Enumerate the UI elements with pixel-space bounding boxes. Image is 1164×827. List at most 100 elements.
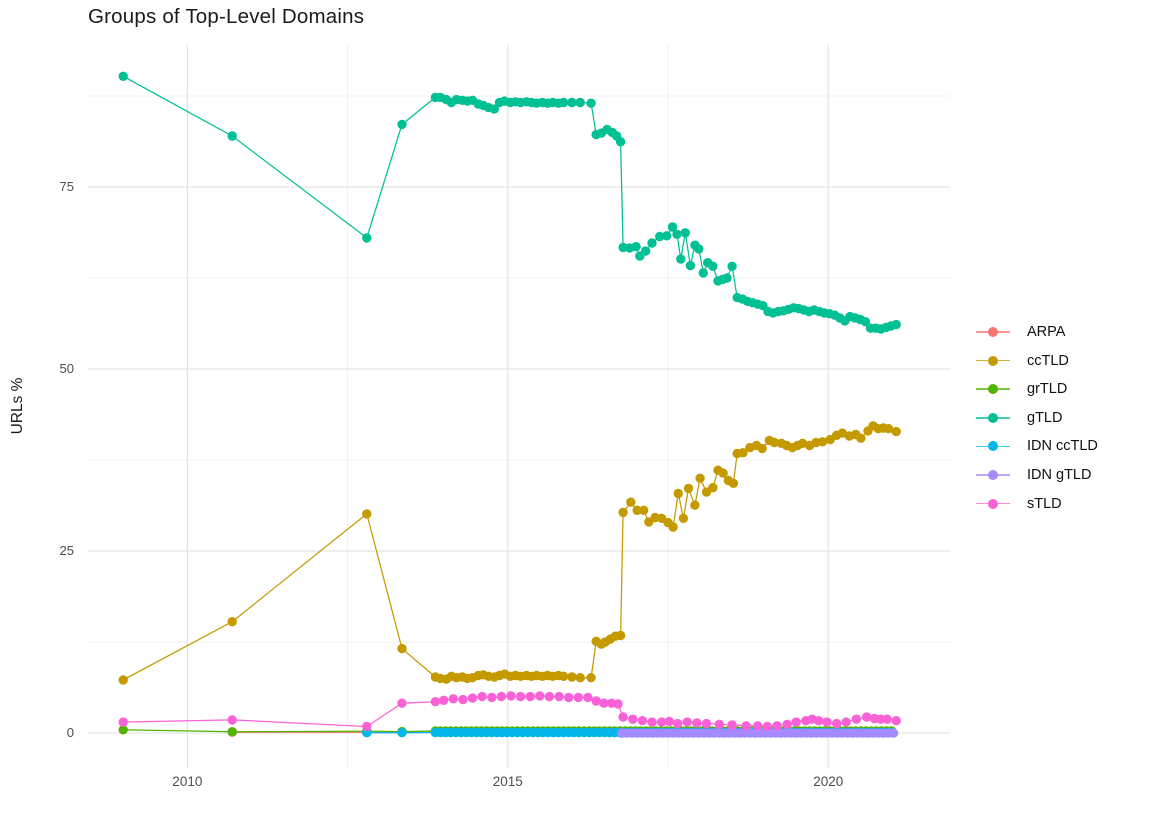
- series-point-stld: [831, 718, 842, 729]
- series-point-stld: [618, 712, 628, 722]
- series-point-gtld: [567, 97, 577, 108]
- series-point-cctld: [856, 433, 866, 443]
- series-point-gtld: [615, 137, 626, 147]
- legend-label: IDN ccTLD: [1027, 438, 1098, 455]
- series-point-cctld: [632, 505, 642, 515]
- series-point-stld: [118, 717, 128, 727]
- series-point-gtld: [727, 261, 737, 271]
- series-point-gtld: [118, 71, 128, 82]
- legend-key-icon: [976, 322, 1010, 342]
- series-point-stld: [692, 718, 702, 728]
- legend-item-gtld: gTLD: [976, 408, 1098, 428]
- series-point-cctld: [883, 424, 894, 434]
- series-point-idn-gtld: [888, 728, 899, 738]
- series-point-gtld: [489, 104, 499, 114]
- series-point-gtld: [676, 254, 686, 264]
- series-point-stld: [506, 691, 516, 701]
- series-point-cctld: [626, 497, 636, 507]
- series-point-stld: [647, 717, 657, 727]
- series-point-gtld: [722, 273, 732, 283]
- series-point-stld: [362, 721, 372, 732]
- series-point-stld: [672, 718, 683, 729]
- series-point-cctld: [718, 468, 728, 478]
- series-point-stld: [573, 692, 583, 703]
- series-point-stld: [862, 712, 872, 722]
- legend-label: sTLD: [1027, 495, 1062, 512]
- series-point-gtld: [667, 222, 678, 232]
- series-point-stld: [458, 694, 468, 705]
- series-point-gtld: [362, 233, 372, 243]
- series-point-cctld: [738, 448, 748, 458]
- series-point-stld: [701, 718, 712, 729]
- series-point-stld: [656, 717, 667, 727]
- x-tick-label: 2020: [813, 774, 844, 789]
- series-point-stld: [477, 691, 487, 702]
- legend-item-arpa: ARPA: [976, 322, 1098, 342]
- legend-key-icon: [976, 408, 1010, 428]
- series-point-gtld: [698, 268, 708, 278]
- series-point-stld: [813, 716, 824, 726]
- legend-item-grtld: grTLD: [976, 379, 1098, 399]
- series-point-gtld: [647, 238, 657, 248]
- series-point-cctld: [615, 630, 626, 641]
- series-point-gtld: [694, 244, 704, 254]
- series-point-grtld: [118, 725, 128, 735]
- series-point-gtld: [575, 97, 585, 108]
- series-point-cctld: [227, 617, 237, 627]
- series-point-cctld: [673, 488, 683, 499]
- series-point-stld: [554, 691, 564, 702]
- series-point-cctld: [397, 643, 407, 654]
- series-point-cctld: [757, 443, 767, 454]
- series-point-stld: [397, 698, 407, 708]
- y-tick-label: 50: [59, 361, 74, 376]
- series-point-stld: [628, 714, 638, 724]
- series-point-cctld: [695, 473, 705, 483]
- x-tick-label: 2015: [492, 774, 523, 789]
- series-point-gtld: [680, 228, 690, 238]
- series-point-stld: [637, 716, 648, 726]
- series-point-gtld: [631, 242, 641, 252]
- series-point-cctld: [769, 437, 780, 448]
- series-point-stld: [762, 721, 772, 732]
- legend: ARPA ccTLD grTLD gTLD IDN ccTLD IDN gTLD sTLD: [976, 322, 1098, 522]
- series-point-stld: [882, 714, 892, 724]
- legend-item-stld: sTLD: [976, 494, 1098, 514]
- legend-key-icon: [976, 436, 1010, 456]
- x-tick-label: 2010: [172, 774, 203, 789]
- series-point-stld: [467, 693, 478, 703]
- series-point-stld: [772, 721, 782, 731]
- legend-key-icon: [976, 465, 1010, 485]
- series-point-stld: [591, 696, 601, 706]
- series-point-stld: [535, 691, 545, 701]
- series-point-cctld: [678, 513, 689, 523]
- series-point-cctld: [118, 675, 128, 685]
- legend-item-idn-cctld: IDN ccTLD: [976, 436, 1098, 456]
- series-point-gtld: [891, 319, 901, 330]
- series-point-cctld: [362, 509, 372, 519]
- series-point-stld: [753, 721, 763, 731]
- series-point-stld: [599, 698, 609, 708]
- series-point-cctld: [668, 522, 678, 532]
- series-point-cctld: [567, 672, 577, 682]
- series-point-stld: [430, 697, 441, 707]
- series-point-stld: [891, 716, 901, 726]
- series-point-stld: [741, 721, 751, 731]
- series-point-cctld: [708, 483, 718, 493]
- series-point-grtld: [227, 727, 237, 737]
- series-point-cctld: [618, 507, 628, 518]
- legend-label: gTLD: [1027, 409, 1063, 426]
- series-point-cctld: [575, 673, 585, 683]
- series-point-cctld: [891, 426, 901, 437]
- series-point-cctld: [817, 437, 828, 447]
- series-line-stld: [123, 695, 897, 728]
- series-point-cctld: [837, 428, 847, 438]
- series-point-stld: [448, 694, 458, 704]
- legend-item-idn-gtld: IDN gTLD: [976, 465, 1098, 485]
- series-point-gtld: [662, 231, 672, 241]
- series-point-gtld: [672, 229, 682, 239]
- series-point-gtld: [685, 260, 696, 271]
- legend-key-icon: [976, 351, 1010, 371]
- series-point-stld: [841, 717, 851, 727]
- series-point-stld: [682, 717, 692, 727]
